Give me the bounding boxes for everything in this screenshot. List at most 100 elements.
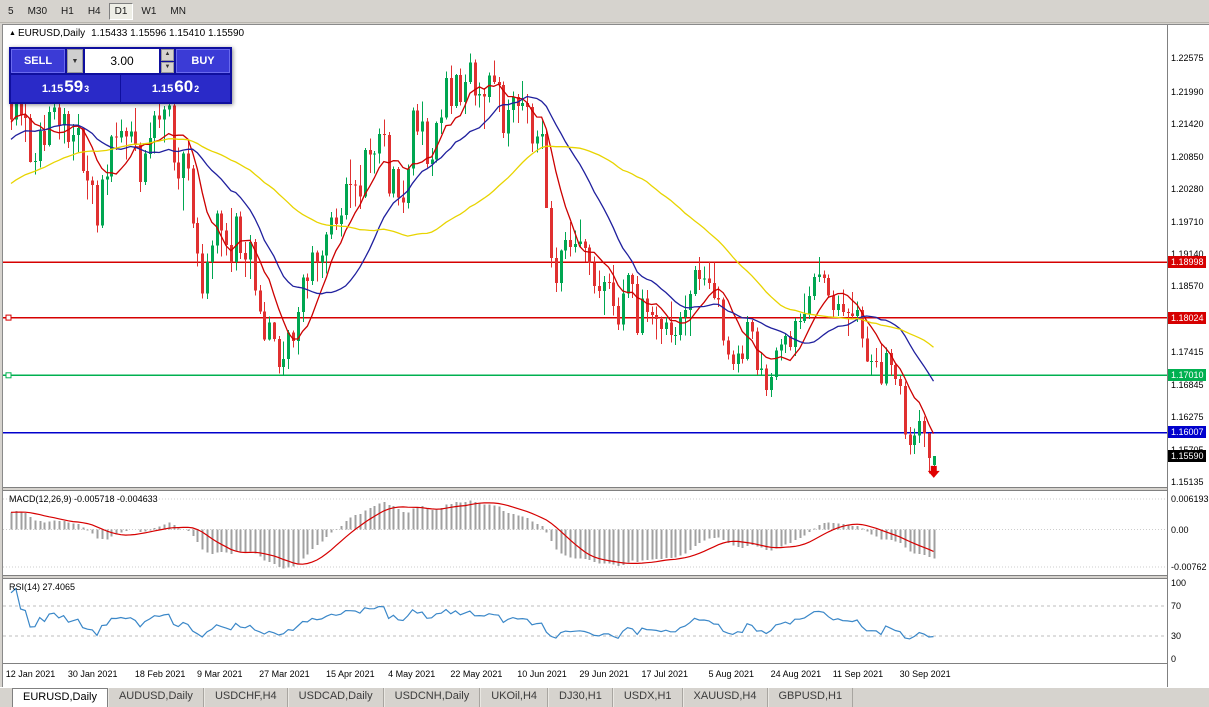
time-axis[interactable]: 12 Jan 2021 30 Jan 2021 18 Feb 2021 9 Mar 2… (3, 663, 1208, 688)
candle-body (426, 121, 429, 164)
candle-body (670, 322, 673, 335)
candle-body (933, 456, 936, 466)
hline-anchor[interactable] (5, 314, 12, 321)
time-axis-label: 11 Sep 2021 (832, 669, 884, 679)
timeframe-button-MN[interactable]: MN (170, 5, 186, 17)
chart-tab-USDCNH-Daily[interactable]: USDCNH,Daily (383, 688, 481, 707)
candle-body (708, 278, 711, 284)
chart-tab-USDCHF-H4[interactable]: USDCHF,H4 (203, 688, 288, 707)
rsi-axis-label: 70 (1171, 600, 1182, 611)
candle-body (402, 197, 405, 203)
buy-price-pips: 60 (174, 77, 194, 96)
candle-body (273, 322, 276, 339)
candle-body (340, 215, 343, 224)
chart-tab-AUDUSD-Daily[interactable]: AUDUSD,Daily (107, 688, 204, 707)
candle-body (474, 62, 477, 96)
chart-tab-USDCAD-Daily[interactable]: USDCAD,Daily (287, 688, 384, 707)
candle-body (765, 368, 768, 391)
candle-body (82, 128, 85, 171)
candle-body (53, 107, 56, 113)
candle-body (780, 344, 783, 351)
candle-body (756, 331, 759, 371)
candle-body (555, 258, 558, 284)
time-axis-label: 18 Feb 2021 (134, 669, 186, 679)
candle-body (928, 433, 931, 458)
candle-body (909, 434, 912, 445)
timeframe-button-5[interactable]: 5 (8, 5, 14, 17)
candle-body (34, 161, 37, 163)
candle-body (703, 278, 706, 280)
timeframe-button-W1[interactable]: W1 (141, 5, 157, 17)
time-axis-label: 15 Apr 2021 (326, 669, 375, 679)
candle-body (364, 149, 367, 197)
candle-body (894, 365, 897, 379)
chart-tab-DJ30-H1[interactable]: DJ30,H1 (548, 688, 613, 707)
timeframe-button-M30[interactable]: M30 (27, 5, 48, 17)
time-axis-label: 10 Jun 2021 (517, 669, 567, 679)
candle-body (201, 253, 204, 294)
candle-body (77, 128, 80, 135)
buy-price-big-figure: 1.15 (151, 83, 174, 95)
candle-body (784, 336, 787, 345)
lot-size-input[interactable]: 3.00 (85, 49, 159, 73)
chart-tab-UKOil-H4[interactable]: UKOil,H4 (480, 688, 549, 707)
candle-body (560, 250, 563, 284)
candle-body (655, 315, 658, 319)
macd-panel[interactable] (3, 491, 1167, 575)
buy-price-display: 1.15 60 2 (121, 75, 230, 102)
rsi-line (10, 587, 934, 640)
candle-body (378, 133, 381, 154)
candle-body (72, 134, 75, 142)
timeframe-toolbar: 5 M30 H1 H4 D1 W1 MN (0, 0, 1209, 23)
chart-tab-USDX-H1[interactable]: USDX,H1 (612, 688, 683, 707)
lot-stepper-down-icon[interactable]: ▼ (161, 61, 174, 73)
panel-splitter[interactable] (3, 487, 1208, 491)
chart-ohlc-readout: ▲ EURUSD,Daily 1.15433 1.15596 1.15410 1.1… (9, 28, 244, 39)
candle-body (259, 290, 262, 312)
candle-body (412, 110, 415, 169)
price-axis-label: 1.20280 (1171, 184, 1204, 195)
sell-arrow-icon[interactable] (927, 465, 940, 478)
panel-splitter[interactable] (3, 575, 1208, 579)
candle-body (134, 131, 137, 146)
sell-button[interactable]: SELL (11, 49, 65, 73)
candle-body (43, 131, 46, 146)
rsi-panel[interactable] (3, 579, 1167, 663)
candle-body (24, 115, 27, 118)
timeframe-button-D1[interactable]: D1 (108, 2, 134, 20)
candle-body (603, 281, 606, 291)
candle-body (263, 311, 266, 340)
candle-body (751, 321, 754, 332)
chart-tab-GBPUSD-H1[interactable]: GBPUSD,H1 (767, 688, 854, 707)
candle-body (225, 230, 228, 245)
candle-body (861, 309, 864, 339)
candle-body (651, 312, 654, 315)
timeframe-button-H1[interactable]: H1 (61, 5, 74, 17)
candle-body (636, 284, 639, 334)
hline-anchor[interactable] (5, 372, 12, 379)
candle-body (163, 109, 166, 120)
candle-body (842, 304, 845, 313)
candle-body (230, 244, 233, 262)
candle-body (694, 270, 697, 294)
price-axis-label: 1.21990 (1171, 86, 1204, 97)
price-axis[interactable]: 1.22575 1.21990 1.21420 1.20850 1.20280 1.197… (1167, 25, 1209, 687)
time-axis-label: 22 May 2021 (450, 669, 503, 679)
candle-body (913, 435, 916, 445)
candle-body (196, 223, 199, 254)
candle-body (727, 340, 730, 355)
chart-tab-XAUUSD-H4[interactable]: XAUUSD,H4 (682, 688, 768, 707)
candle-body (813, 276, 816, 297)
buy-button[interactable]: BUY (176, 49, 230, 73)
price-tag-1.17010: 1.17010 (1168, 369, 1206, 382)
price-chart[interactable] (3, 25, 1167, 487)
lot-stepper-up-icon[interactable]: ▲ (161, 49, 174, 61)
candle-body (388, 134, 391, 194)
candle-body (488, 75, 491, 97)
timeframe-button-H4[interactable]: H4 (87, 5, 101, 17)
lot-dropdown[interactable]: ▼ (67, 49, 83, 73)
candle-body (856, 309, 859, 317)
candle-body (579, 241, 582, 244)
candle-body (149, 137, 152, 154)
chart-tab-EURUSD-Daily[interactable]: EURUSD,Daily (12, 688, 108, 707)
